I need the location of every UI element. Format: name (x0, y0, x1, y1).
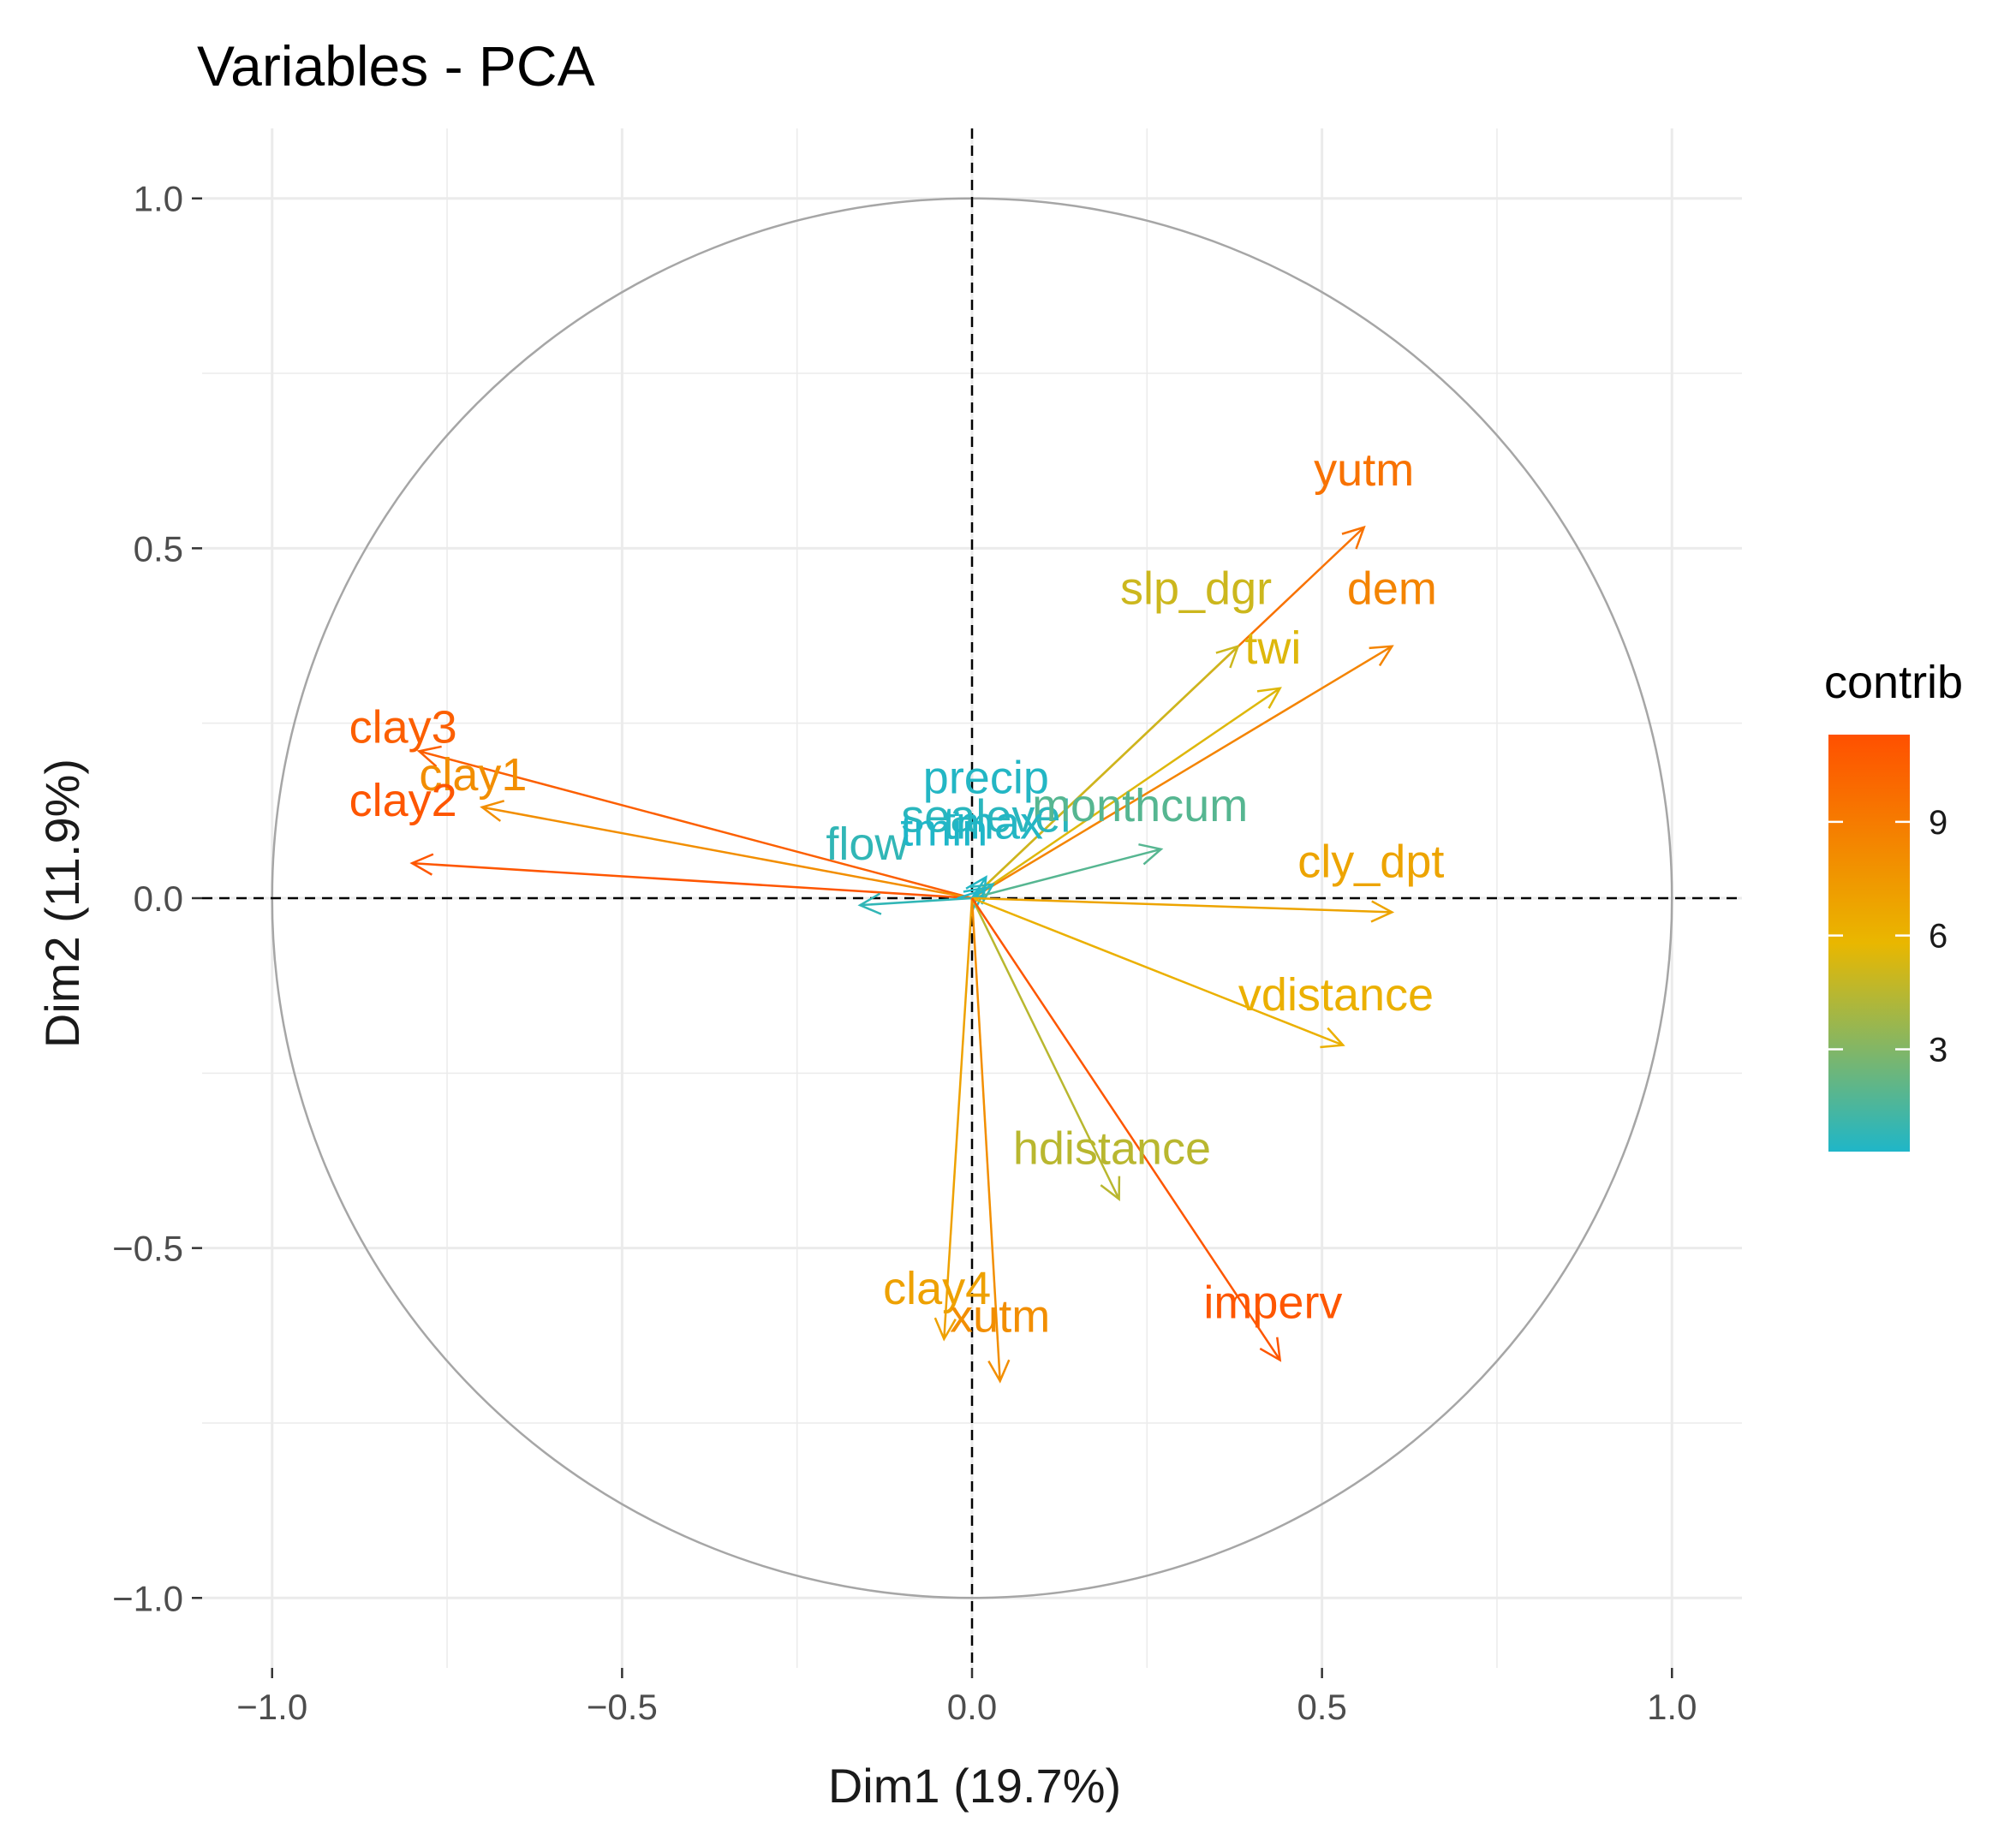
y-tick-label: 1.0 (134, 179, 183, 219)
arrow-shaft (971, 886, 987, 900)
y-axis-ticks: 1.0 0.5 0.0 −0.5 −1.0 (112, 179, 202, 1618)
arrow-head (1259, 1337, 1282, 1362)
y-tick-label: 0.0 (134, 878, 183, 919)
arrow-head (416, 745, 442, 768)
x-tick-label: −0.5 (587, 1687, 658, 1727)
contrib-legend: contrib 9 6 3 (1824, 657, 1963, 1152)
arrow-head (987, 1359, 1011, 1384)
legend-tick-label: 3 (1929, 1031, 1947, 1069)
variable-label-tmax: tmax (943, 798, 1043, 849)
legend-tick-label: 9 (1929, 804, 1947, 842)
arrow-shaft (943, 897, 974, 1339)
legend-title: contrib (1824, 657, 1963, 708)
arrow-clay3 (416, 745, 973, 900)
arrow-imperv (970, 897, 1282, 1362)
variable-label-vdistance: vdistance (1238, 969, 1434, 1021)
y-tick-label: −0.5 (112, 1229, 183, 1269)
arrow-shaft (970, 897, 1120, 1200)
arrow-head (957, 889, 981, 914)
arrow-clay1 (480, 800, 973, 900)
y-axis-title: Dim2 (11.9%) (35, 759, 89, 1048)
arrow-twi (971, 687, 1282, 900)
arrow-shaft (971, 848, 1161, 900)
y-tick-label: 0.5 (134, 528, 183, 569)
legend-tick-label: 6 (1929, 918, 1947, 956)
legend-ticks: 9 6 3 (1828, 804, 1947, 1069)
x-axis-ticks: −1.0 −0.5 0.0 0.5 1.0 (236, 1668, 1697, 1727)
arrow-vdistance (971, 896, 1345, 1049)
arrow-head (409, 853, 434, 876)
arrow-clay4 (933, 897, 974, 1342)
x-tick-label: −1.0 (236, 1687, 307, 1727)
arrow-dem (971, 645, 1394, 900)
arrow-shaft (970, 897, 1001, 1381)
arrow-head (1320, 1027, 1345, 1049)
variable-label-sealevel: sealevel (901, 790, 1071, 842)
x-axis-title: Dim1 (19.7%) (828, 1759, 1121, 1813)
arrow-shaft (481, 806, 973, 900)
arrow-shaft (971, 645, 1393, 900)
arrow-head (857, 892, 882, 915)
variable-label-clay1: clay1 (419, 749, 527, 801)
variable-label-clay4: clay4 (883, 1263, 991, 1314)
arrow-head (1369, 645, 1394, 667)
variable-label-hdistance: hdistance (1013, 1123, 1211, 1175)
variable-label-dem: dem (1347, 563, 1437, 615)
arrow-shaft (971, 896, 1344, 1046)
variable-label-clay3: clay3 (349, 701, 457, 753)
chart-title: Variables - PCA (197, 34, 595, 98)
arrow-head (1100, 1176, 1121, 1201)
arrow-slp_dgr (971, 644, 1240, 899)
variable-label-monthcum: monthcum (1032, 780, 1248, 831)
variable-label-twi: twi (1244, 622, 1301, 674)
arrow-head (1215, 644, 1240, 669)
arrow-head (1138, 843, 1164, 866)
x-tick-label: 1.0 (1647, 1687, 1697, 1727)
arrow-cly_dpt (971, 896, 1395, 923)
arrow-shaft (970, 897, 1281, 1361)
variable-label-flow: flow (826, 819, 909, 870)
variable-label-imperv: imperv (1203, 1277, 1342, 1328)
x-tick-label: 0.0 (947, 1687, 997, 1727)
arrow-head (1256, 687, 1282, 709)
arrow-shaft (971, 645, 1239, 899)
arrow-shaft (971, 687, 1281, 900)
arrow-flow (857, 892, 973, 915)
arrow-shaft (419, 750, 973, 900)
arrow-head (480, 800, 505, 822)
variable-label-xutm: xutm (950, 1291, 1050, 1343)
variable-label-clay2: clay2 (349, 775, 457, 826)
variable-label-precip: precip (923, 752, 1049, 803)
arrow-hdistance (970, 897, 1121, 1201)
variable-arrows (409, 525, 1395, 1384)
arrow-head (1370, 900, 1395, 923)
arrow-shaft (412, 861, 973, 900)
arrow-clay2 (409, 853, 973, 900)
x-tick-label: 0.5 (1297, 1687, 1346, 1727)
arrow-xutm (970, 897, 1011, 1384)
arrow-shaft (971, 896, 1393, 914)
arrow-head (933, 1317, 957, 1342)
variable-label-slp_dgr: slp_dgr (1120, 563, 1272, 615)
arrow-head (969, 883, 995, 905)
arrow-head (1341, 525, 1366, 550)
variable-label-tmin: tmin (900, 805, 987, 856)
y-tick-label: −1.0 (112, 1578, 183, 1618)
arrow-shaft (860, 896, 973, 907)
arrow-monthcum (971, 843, 1164, 900)
legend-colorbar (1828, 735, 1910, 1152)
variable-label-cly_dpt: cly_dpt (1297, 836, 1444, 887)
variable-label-yutm: yutm (1314, 444, 1414, 496)
